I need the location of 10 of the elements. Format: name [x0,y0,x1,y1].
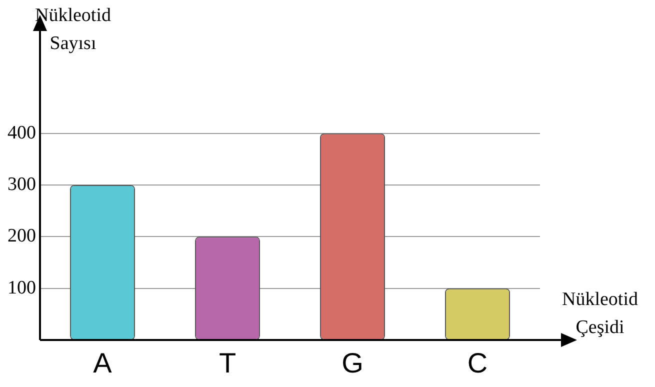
y-tick-label: 400 [8,122,36,144]
x-tick-label: T [218,348,236,379]
y-tick-label: 100 [8,277,36,298]
y-axis-title: Nükleotid Sayısı [34,4,112,56]
x-tick-label: C [467,348,488,379]
x-axis-title: Nükleotid Çeşidi [561,288,639,340]
x-tick-label: G [342,348,364,379]
y-tick-label: 300 [8,174,36,195]
x-tick-label: A [93,348,112,379]
y-tick-label: 200 [8,226,36,247]
